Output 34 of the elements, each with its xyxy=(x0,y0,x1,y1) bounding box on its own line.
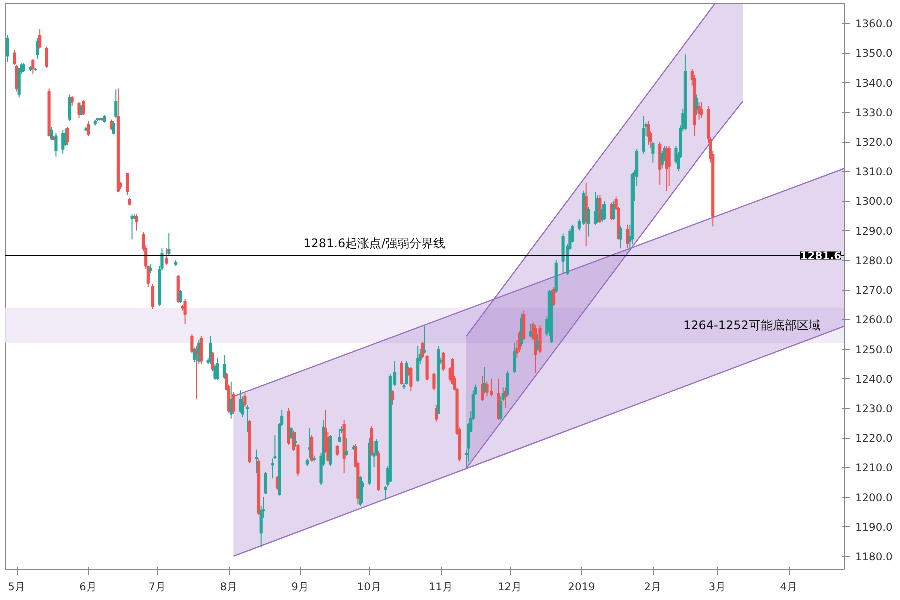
y-tick-label: 1240.0 xyxy=(856,372,894,386)
x-tick-label: 9月 xyxy=(292,580,310,594)
y-tick-label: 1360.0 xyxy=(856,18,894,31)
x-tick-label: 6月 xyxy=(80,580,98,594)
x-tick-label: 8月 xyxy=(220,580,238,594)
y-tick-label: 1340.0 xyxy=(856,76,894,90)
y-tick-label: 1330.0 xyxy=(856,106,894,120)
x-tick-label: 10月 xyxy=(357,580,382,594)
y-tick-label: 1260.0 xyxy=(856,314,894,327)
x-tick-label: 12月 xyxy=(498,580,523,594)
y-tick-label: 1220.0 xyxy=(856,432,894,446)
band-label: 1264-1252可能底部区域 xyxy=(684,318,821,333)
y-tick-label: 1270.0 xyxy=(856,284,894,298)
y-tick-label: 1290.0 xyxy=(856,224,894,238)
y-tick-label: 1250.0 xyxy=(856,343,894,356)
annotation: 1281.6 xyxy=(800,250,842,263)
y-tick-label: 1280.0 xyxy=(856,254,894,268)
y-tick-label: 1320.0 xyxy=(856,136,894,150)
x-tick-label: 11月 xyxy=(428,580,454,594)
x-tick-label: 5月 xyxy=(8,580,26,594)
x-tick-label: 2019 xyxy=(568,580,596,594)
x-tick-label: 2月 xyxy=(644,580,662,594)
y-tick-label: 1230.0 xyxy=(856,402,894,416)
x-tick-label: 7月 xyxy=(148,580,167,594)
ref-line-label: 1281.6起涨点/强弱分界线 xyxy=(304,236,446,251)
y-tick-label: 1210.0 xyxy=(856,462,894,475)
y-tick-label: 1310.0 xyxy=(856,166,894,179)
y-tick-label: 1350.0 xyxy=(856,47,894,60)
y-tick-label: 1190.0 xyxy=(856,520,894,534)
x-tick-label: 3月 xyxy=(708,580,727,594)
x-tick-label: 4月 xyxy=(780,580,798,594)
y-tick-label: 1300.0 xyxy=(856,195,894,208)
y-tick-label: 1200.0 xyxy=(856,491,894,504)
y-tick-label: 1180.0 xyxy=(856,550,894,564)
